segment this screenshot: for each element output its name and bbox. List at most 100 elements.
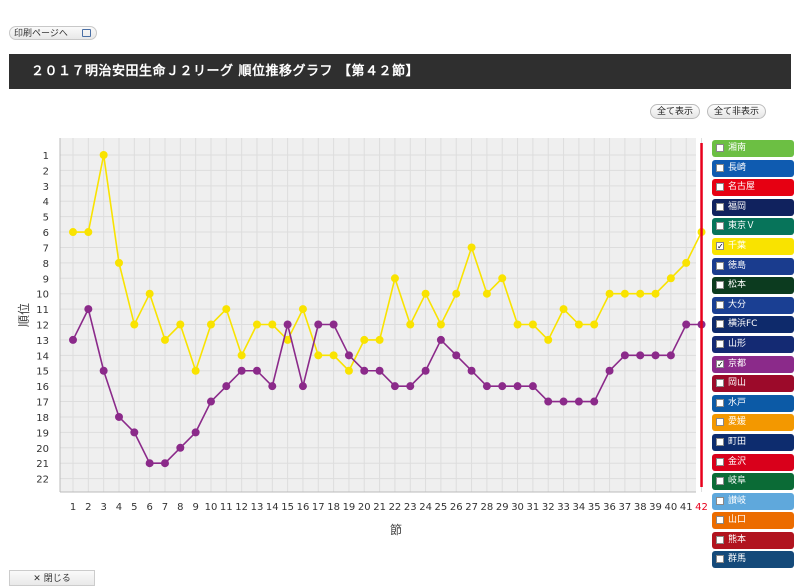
x-tick-label: 6 — [146, 502, 152, 513]
show-all-button[interactable]: 全て表示 — [650, 104, 700, 119]
legend-label: 徳島 — [728, 260, 747, 271]
legend-label: 大分 — [728, 299, 747, 310]
data-point — [482, 382, 491, 391]
legend-label: 名古屋 — [728, 182, 756, 193]
y-tick-label: 10 — [36, 290, 49, 301]
legend-item-12[interactable]: 岡山 — [712, 375, 794, 393]
legend-item-20[interactable]: 熊本 — [712, 531, 794, 549]
legend-item-1[interactable]: 長崎 — [712, 159, 794, 177]
data-point — [682, 320, 691, 329]
x-tick-label: 40 — [665, 502, 678, 513]
legend-item-14[interactable]: 愛媛 — [712, 414, 794, 432]
data-point — [222, 382, 231, 391]
print-page-button[interactable]: 印刷ページへ — [9, 26, 97, 40]
plot-area — [60, 138, 696, 492]
legend-checkbox[interactable] — [716, 496, 724, 505]
legend-checkbox[interactable] — [716, 555, 724, 564]
legend-checkbox[interactable] — [716, 477, 724, 486]
x-tick-label: 22 — [389, 502, 402, 513]
legend-label: 讃岐 — [728, 495, 747, 506]
data-point — [84, 228, 93, 237]
legend-item-18[interactable]: 讃岐 — [712, 492, 794, 510]
legend-item-8[interactable]: 大分 — [712, 296, 794, 314]
legend-item-9[interactable]: 横浜FC — [712, 316, 794, 334]
data-point — [544, 335, 553, 344]
legend-checkbox[interactable] — [716, 516, 724, 525]
legend-checkbox[interactable]: ✓ — [716, 359, 724, 369]
data-point — [421, 289, 430, 298]
legend-item-17[interactable]: 岐阜 — [712, 473, 794, 491]
legend-checkbox[interactable] — [716, 535, 724, 544]
legend-checkbox[interactable] — [716, 222, 724, 231]
data-point — [513, 382, 522, 391]
y-tick-label: 4 — [43, 197, 49, 208]
y-tick-label: 22 — [36, 475, 49, 486]
legend-item-16[interactable]: 金沢 — [712, 453, 794, 471]
data-point — [145, 289, 154, 298]
data-point — [283, 335, 292, 344]
hide-all-button[interactable]: 全て非表示 — [707, 104, 766, 119]
y-tick-label: 6 — [43, 228, 49, 239]
x-tick-label: 29 — [496, 502, 509, 513]
data-point — [482, 289, 491, 298]
legend-checkbox[interactable] — [716, 202, 724, 211]
y-tick-label: 20 — [36, 444, 49, 455]
legend-checkbox[interactable] — [716, 183, 724, 192]
y-axis-label: 順位 — [16, 303, 31, 327]
data-point — [298, 382, 307, 391]
legend-item-21[interactable]: 群馬 — [712, 551, 794, 569]
y-tick-label: 21 — [36, 459, 49, 470]
close-icon: ✕ — [33, 574, 41, 584]
legend-label: 町田 — [728, 436, 747, 447]
legend-checkbox[interactable] — [716, 300, 724, 309]
data-point — [528, 320, 537, 329]
data-point — [114, 258, 123, 267]
x-tick-label: 37 — [619, 502, 632, 513]
legend-item-6[interactable]: 徳島 — [712, 257, 794, 275]
legend-item-4[interactable]: 東京Ｖ — [712, 218, 794, 236]
legend-checkbox[interactable] — [716, 418, 724, 427]
data-point — [191, 366, 200, 375]
data-point — [375, 366, 384, 375]
legend-checkbox[interactable]: ✓ — [716, 241, 724, 251]
x-tick-label: 28 — [481, 502, 494, 513]
legend-checkbox[interactable] — [716, 281, 724, 290]
data-point — [206, 320, 215, 329]
data-point — [268, 382, 277, 391]
legend-checkbox[interactable] — [716, 398, 724, 407]
legend-checkbox[interactable] — [716, 144, 724, 152]
legend-checkbox[interactable] — [716, 339, 724, 348]
legend-checkbox[interactable] — [716, 163, 724, 172]
x-tick-label: 21 — [373, 502, 386, 513]
legend-item-11[interactable]: ✓ 京都 — [712, 355, 794, 373]
legend-checkbox[interactable] — [716, 320, 724, 329]
legend-checkbox[interactable] — [716, 261, 724, 270]
close-button[interactable]: ✕ 閉じる — [9, 570, 95, 586]
y-tick-label: 19 — [36, 428, 49, 439]
legend-checkbox[interactable] — [716, 437, 724, 446]
legend-item-15[interactable]: 町田 — [712, 433, 794, 451]
y-tick-label: 7 — [43, 243, 49, 254]
data-point — [69, 228, 77, 237]
legend-item-0[interactable]: 湘南 — [712, 140, 794, 157]
legend-item-10[interactable]: 山形 — [712, 335, 794, 353]
x-tick-label: 39 — [649, 502, 662, 513]
data-point — [498, 274, 507, 283]
legend-checkbox[interactable] — [716, 379, 724, 388]
x-tick-label: 30 — [511, 502, 524, 513]
x-tick-label: 1 — [70, 502, 76, 513]
page-title: ２０１７明治安田生命Ｊ２リーグ 順位推移グラフ 【第４２節】 — [31, 64, 420, 79]
legend-item-2[interactable]: 名古屋 — [712, 179, 794, 197]
x-tick-label: 32 — [542, 502, 555, 513]
data-point — [620, 351, 629, 360]
data-point — [651, 289, 660, 298]
data-point — [268, 320, 277, 329]
legend-item-7[interactable]: 松本 — [712, 277, 794, 295]
legend-item-13[interactable]: 水戸 — [712, 394, 794, 412]
page-title-bar: ２０１７明治安田生命Ｊ２リーグ 順位推移グラフ 【第４２節】 — [9, 54, 791, 89]
data-point — [176, 443, 185, 452]
legend-checkbox[interactable] — [716, 457, 724, 466]
legend-item-19[interactable]: 山口 — [712, 512, 794, 530]
legend-item-5[interactable]: ✓ 千葉 — [712, 237, 794, 255]
legend-item-3[interactable]: 福岡 — [712, 198, 794, 216]
